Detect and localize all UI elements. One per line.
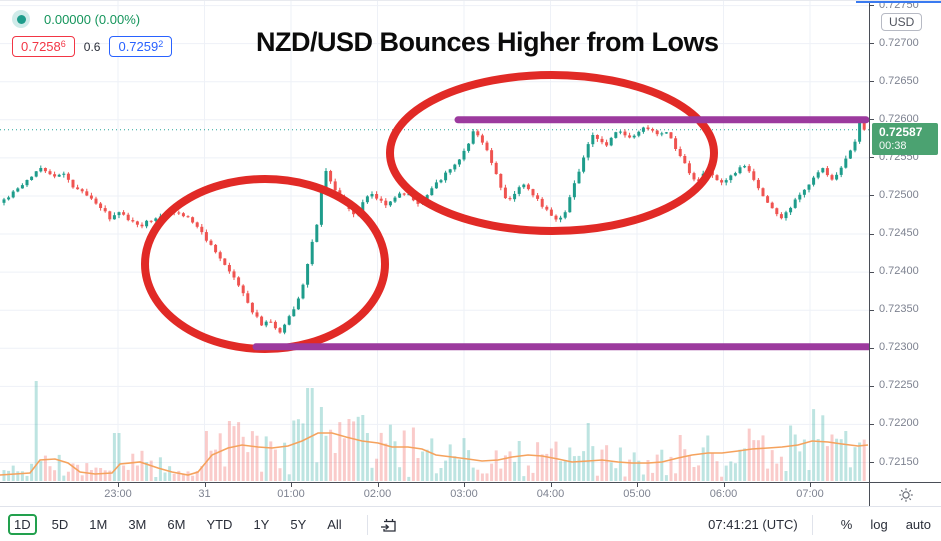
session-clock[interactable]: 07:41:21 (UTC) xyxy=(708,517,798,532)
price-axis-label: 0.72600 xyxy=(879,112,919,125)
time-axis-tick xyxy=(204,483,206,487)
range-group: 1D 5D 1M 3M 6M YTD 1Y 5Y All xyxy=(0,514,357,535)
bottom-toolbar: 1D 5D 1M 3M 6M YTD 1Y 5Y All 07:41:21 (UTC) % lo… xyxy=(0,506,941,541)
time-axis-label: 31 xyxy=(198,488,211,500)
time-axis-tick xyxy=(723,483,725,487)
toolbar-divider xyxy=(811,514,813,535)
time-axis-tick xyxy=(637,483,638,487)
range-button-ytd[interactable]: YTD xyxy=(206,517,233,532)
bar-countdown: 00:38 xyxy=(879,139,907,152)
top-edge-accent xyxy=(856,1,941,3)
time-axis-label: 03:00 xyxy=(450,488,478,500)
volume-layer xyxy=(2,381,866,481)
toolbar-divider xyxy=(366,514,368,535)
range-button-5d[interactable]: 5D xyxy=(51,517,69,532)
time-axis-label: 02:00 xyxy=(363,488,392,500)
time-axis-label: 05:00 xyxy=(623,488,651,500)
range-button-1m[interactable]: 1M xyxy=(89,517,108,532)
time-axis-tick xyxy=(464,483,465,487)
time-axis[interactable]: 23:00 31 01:00 02:00 03:00 04:00 05:00 06:00 07:… xyxy=(0,482,869,506)
price-axis-tick xyxy=(870,271,874,273)
price-axis-label: 0.72450 xyxy=(879,227,919,240)
price-axis-tick xyxy=(870,81,874,83)
time-axis-tick xyxy=(377,483,379,487)
price-axis-label: 0.72200 xyxy=(879,417,919,430)
last-price-badge: 0.72587 00:38 xyxy=(872,122,938,155)
gear-sun-icon xyxy=(898,487,913,502)
buy-price-button[interactable]: 0.72592 xyxy=(109,36,173,57)
price-axis-tick xyxy=(870,5,874,7)
range-button-1y[interactable]: 1Y xyxy=(253,517,270,532)
range-button-3m[interactable]: 3M xyxy=(128,517,147,532)
price-axis-tick xyxy=(870,309,874,311)
price-axis-tick xyxy=(870,195,874,197)
calendar-goto-icon xyxy=(380,518,396,532)
price-axis-label: 0.72750 xyxy=(879,1,919,11)
price-axis-tick xyxy=(870,233,874,235)
log-scale-button[interactable]: log xyxy=(870,517,888,532)
range-button-6m[interactable]: 6M xyxy=(167,517,186,532)
range-button-5y[interactable]: 5Y xyxy=(290,517,307,532)
price-axis-label: 0.72650 xyxy=(879,74,919,87)
time-axis-label: 23:00 xyxy=(104,488,132,500)
price-axis-tick xyxy=(870,43,874,45)
price-axis[interactable]: USD 0.72750 0.72700 0.72650 0.72600 0.72550 0… xyxy=(869,1,941,482)
symbol-legend: 0.00000 (0.00%) 0.72586 0.6 0.72592 xyxy=(12,7,173,57)
time-axis-tick xyxy=(810,483,811,487)
time-axis-label: 06:00 xyxy=(709,488,738,500)
time-axis-label: 04:00 xyxy=(536,488,565,500)
time-axis-tick xyxy=(118,483,119,487)
change-readout: 0.00000 (0.00%) xyxy=(44,11,141,27)
price-axis-tick xyxy=(870,157,874,159)
price-axis-label: 0.72700 xyxy=(879,36,919,49)
price-axis-label: 0.72400 xyxy=(879,265,919,278)
volume-ma-line xyxy=(0,432,869,476)
chart-svg xyxy=(0,1,869,482)
time-axis-label: 07:00 xyxy=(796,488,824,500)
currency-badge[interactable]: USD xyxy=(881,13,923,31)
range-button-all[interactable]: All xyxy=(327,517,342,532)
price-axis-tick xyxy=(870,385,874,387)
time-axis-tick xyxy=(550,483,552,487)
last-price-value: 0.72587 xyxy=(879,124,923,139)
percent-scale-button[interactable]: % xyxy=(840,517,853,532)
price-axis-label: 0.72150 xyxy=(879,455,919,468)
red-ellipse-annotation-2[interactable] xyxy=(386,71,718,235)
chart-pane[interactable]: NZD/USD Bounces Higher from Lows 0.00000… xyxy=(0,1,869,482)
price-axis-tick xyxy=(870,347,874,349)
price-axis-label: 0.72500 xyxy=(879,188,919,201)
chart-annotation-title[interactable]: NZD/USD Bounces Higher from Lows xyxy=(256,27,719,57)
spread-value: 0.6 xyxy=(83,39,101,54)
data-source-dot-icon xyxy=(12,10,30,28)
price-scale-settings[interactable] xyxy=(869,482,941,506)
price-axis-tick xyxy=(870,119,874,121)
candles-layer xyxy=(2,122,866,333)
sell-price-button[interactable]: 0.72586 xyxy=(12,36,75,57)
go-to-date-button[interactable] xyxy=(378,514,400,536)
price-axis-tick xyxy=(870,423,874,425)
price-axis-label: 0.72350 xyxy=(879,303,919,316)
time-axis-label: 01:00 xyxy=(277,488,305,500)
auto-scale-button[interactable]: auto xyxy=(905,517,931,532)
price-axis-label: 0.72250 xyxy=(879,379,919,392)
price-axis-tick xyxy=(870,462,874,464)
price-axis-label: 0.72300 xyxy=(879,341,919,354)
time-axis-tick xyxy=(291,483,292,487)
range-button-1d[interactable]: 1D xyxy=(8,514,37,535)
